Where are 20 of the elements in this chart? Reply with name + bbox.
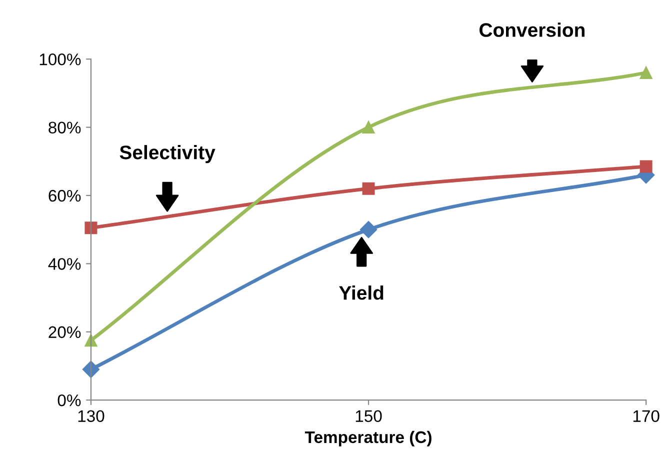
point bbox=[84, 222, 98, 234]
y-tick-label: 80% bbox=[48, 122, 81, 134]
point bbox=[640, 160, 652, 173]
point bbox=[360, 221, 378, 238]
x-tick-label: 170 bbox=[633, 410, 660, 422]
y-tick-label: 0% bbox=[58, 394, 81, 406]
text: Yield bbox=[339, 285, 384, 300]
point bbox=[362, 121, 375, 134]
x-tick-label: 130 bbox=[78, 410, 104, 422]
x-axis-title: Temperature (C) bbox=[304, 430, 432, 446]
y-tick-label: 60% bbox=[48, 190, 81, 202]
y-tick-label: 20% bbox=[48, 326, 81, 338]
y-tick-label: 100% bbox=[40, 53, 81, 66]
text: Selectivity bbox=[120, 145, 216, 164]
x-tick-label: 150 bbox=[356, 410, 382, 422]
point bbox=[82, 360, 100, 378]
y-tick-label: 40% bbox=[48, 258, 81, 270]
point bbox=[362, 182, 375, 195]
point bbox=[640, 66, 652, 79]
text: Conversion bbox=[480, 22, 584, 37]
